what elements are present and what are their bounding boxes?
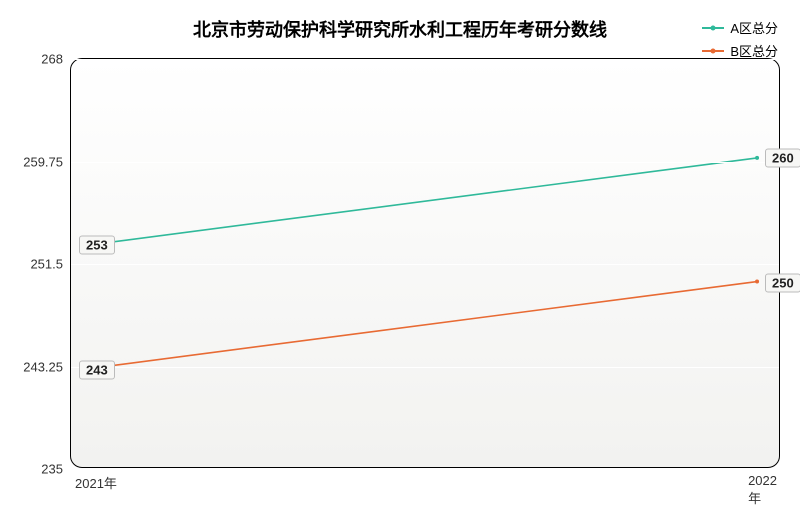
point-label: 243 — [79, 360, 115, 379]
y-tick-label: 268 — [41, 52, 71, 67]
point-label: 260 — [765, 149, 800, 168]
legend-swatch-b — [702, 50, 724, 52]
gridline — [71, 162, 779, 163]
gridline — [71, 367, 779, 368]
gridline — [71, 264, 779, 265]
chart-container: 北京市劳动保护科学研究所水利工程历年考研分数线 A区总分 B区总分 235243… — [0, 0, 800, 500]
point-label: 250 — [765, 273, 800, 292]
legend-item-a: A区总分 — [702, 18, 778, 37]
gridline — [71, 59, 779, 60]
y-tick-label: 235 — [41, 462, 71, 477]
series-line — [93, 282, 757, 369]
chart-title: 北京市劳动保护科学研究所水利工程历年考研分数线 — [0, 16, 800, 42]
y-tick-label: 259.75 — [23, 154, 71, 169]
x-tick-label: 2022年 — [748, 467, 777, 507]
x-tick-label: 2021年 — [75, 467, 117, 492]
legend-label-a: A区总分 — [730, 18, 778, 37]
data-point — [755, 280, 759, 284]
point-label: 253 — [79, 236, 115, 255]
series-line — [93, 158, 757, 245]
y-tick-label: 243.25 — [23, 359, 71, 374]
plot-area: 235243.25251.5259.752682021年2022年2532602… — [70, 58, 780, 468]
legend-swatch-a — [702, 27, 724, 29]
data-point — [755, 156, 759, 160]
y-tick-label: 251.5 — [30, 257, 71, 272]
line-svg — [71, 59, 779, 467]
